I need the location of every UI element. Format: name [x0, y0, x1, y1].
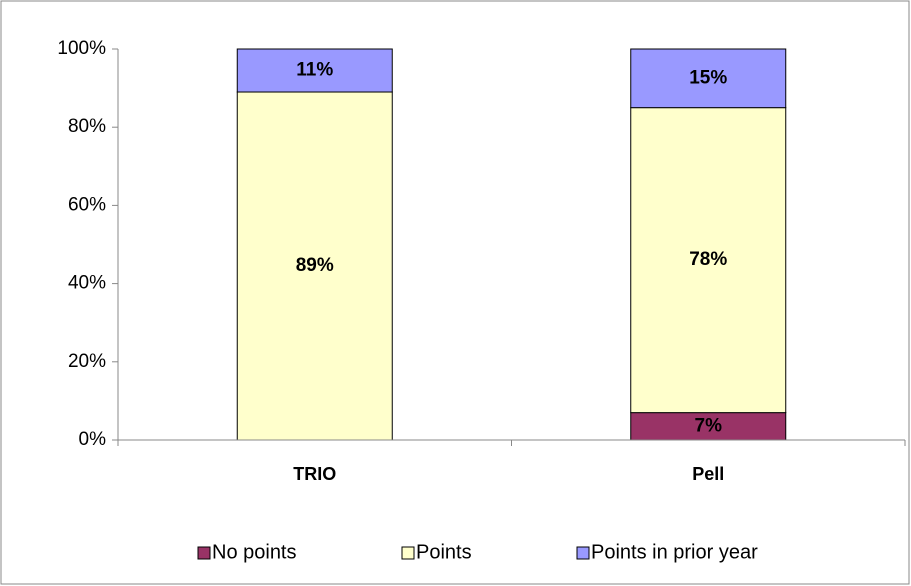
legend-swatch [576, 546, 590, 560]
legend-swatch [197, 546, 211, 560]
y-tick-label: 40% [68, 273, 106, 294]
data-label: 11% [296, 60, 333, 81]
legend-label: Points in prior year [591, 541, 758, 563]
data-label: 15% [689, 67, 727, 88]
legend-label: Points [416, 541, 472, 563]
y-tick-label: 60% [68, 194, 106, 215]
y-tick-label: 80% [68, 116, 106, 137]
y-tick-label: 20% [68, 351, 106, 372]
bar-segment [630, 48, 787, 109]
bar-segment [236, 91, 393, 441]
legend-label: No points [212, 541, 297, 563]
data-label: 78% [689, 249, 727, 270]
y-tick-label: 0% [79, 429, 107, 450]
data-label: 89% [296, 255, 334, 276]
bar-segment [236, 48, 393, 93]
x-tick-label: Pell [692, 464, 724, 484]
x-tick-label: TRIO [293, 464, 336, 484]
legend-swatch [401, 546, 415, 560]
bar-segment [630, 107, 787, 414]
data-label: 7% [695, 415, 723, 436]
y-tick-label: 100% [57, 38, 106, 59]
